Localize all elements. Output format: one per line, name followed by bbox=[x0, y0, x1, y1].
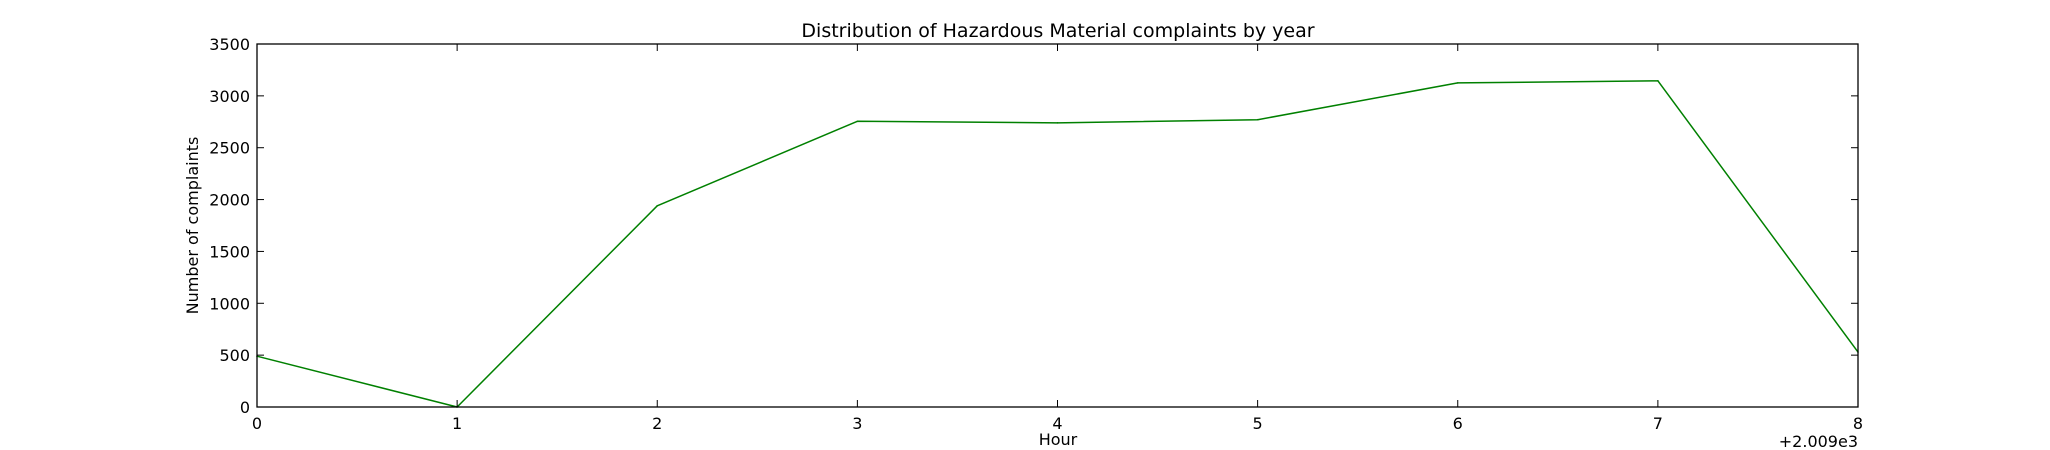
y-tick-label: 1500 bbox=[209, 242, 250, 261]
plot-frame bbox=[256, 43, 1859, 408]
x-tick-label: 2 bbox=[652, 414, 662, 433]
y-tick-label: 0 bbox=[240, 398, 250, 417]
series-line bbox=[256, 80, 1859, 408]
data-point bbox=[1657, 80, 1659, 82]
x-offset-label: +2.009e3 bbox=[1779, 432, 1858, 450]
x-axis: 0 1 2 3 4 5 6 7 8 bbox=[252, 44, 1863, 433]
y-tick-label: 2000 bbox=[209, 191, 250, 210]
y-tick-label: 3500 bbox=[209, 35, 250, 54]
y-tick-label: 1000 bbox=[209, 294, 250, 313]
y-axis-label: Number of complaints bbox=[183, 137, 202, 315]
x-tick-label: 1 bbox=[452, 414, 462, 433]
x-tick-label: 4 bbox=[1052, 414, 1062, 433]
x-tick-label: 7 bbox=[1653, 414, 1663, 433]
data-point bbox=[1256, 118, 1259, 121]
y-tick-label: 500 bbox=[219, 346, 250, 365]
x-axis-label: Hour bbox=[1039, 430, 1078, 449]
x-tick-label: 5 bbox=[1253, 414, 1263, 433]
y-tick-label: 2500 bbox=[209, 139, 250, 158]
chart-title: Distribution of Hazardous Material compl… bbox=[801, 20, 1314, 42]
x-tick-label: 8 bbox=[1853, 414, 1863, 433]
data-point bbox=[1456, 82, 1459, 84]
data-point bbox=[856, 120, 859, 123]
data-point bbox=[656, 204, 659, 207]
y-axis: 0 500 1000 1500 2000 2500 3000 3500 bbox=[209, 35, 1858, 417]
x-tick-label: 0 bbox=[252, 414, 262, 433]
x-tick-label: 3 bbox=[852, 414, 862, 433]
y-tick-label: 3000 bbox=[209, 87, 250, 106]
data-point bbox=[1056, 122, 1059, 124]
x-tick-label: 6 bbox=[1453, 414, 1463, 433]
plot-area bbox=[256, 80, 1859, 408]
